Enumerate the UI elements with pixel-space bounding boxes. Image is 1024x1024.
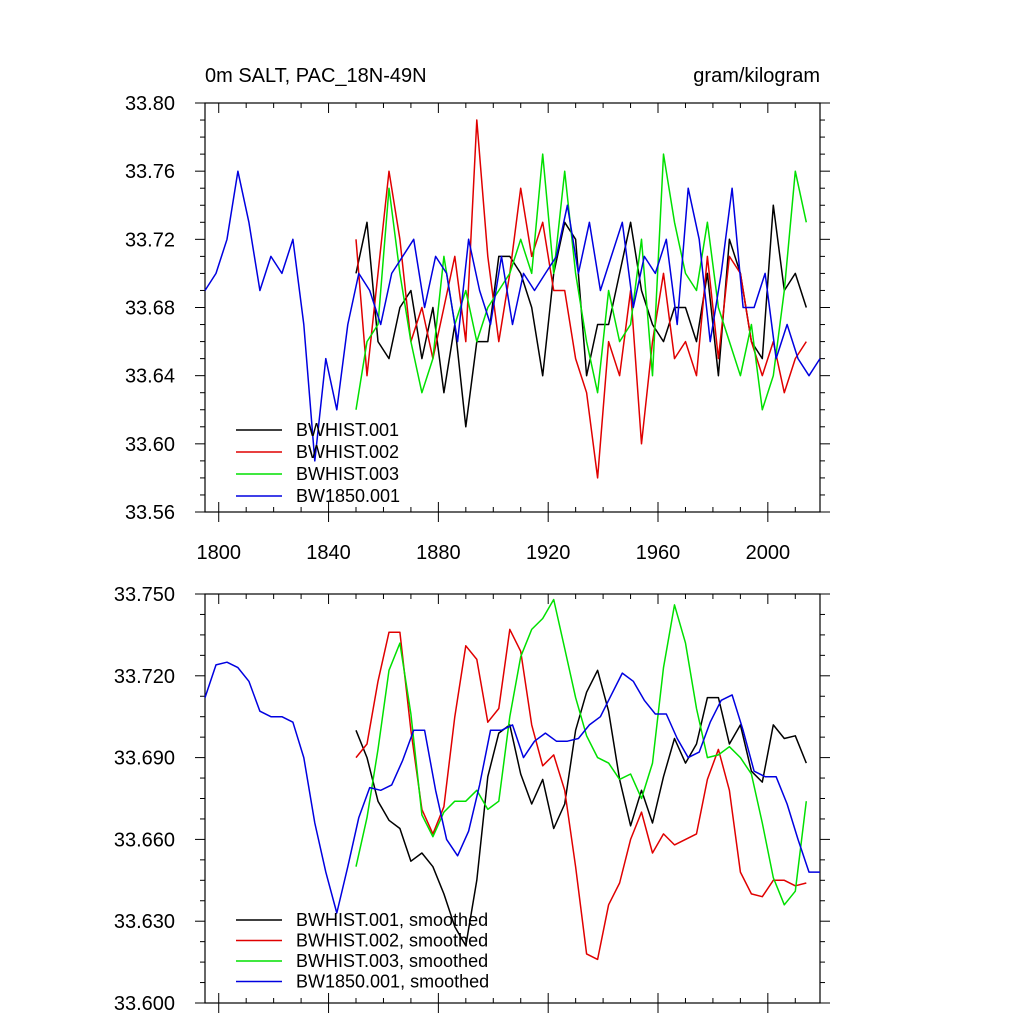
top-legend-label: BWHIST.002	[296, 442, 399, 462]
top-panel-units: gram/kilogram	[693, 65, 820, 87]
bottom-legend-label: BW1850.001, smoothed	[296, 972, 489, 992]
top-x-tick-label: 1920	[526, 542, 571, 564]
top-x-tick-label: 1840	[306, 542, 351, 564]
top-x-tick-label: 1880	[416, 542, 461, 564]
bottom-y-tick-label: 33.720	[114, 666, 175, 688]
bottom-series-line-bwhist-002	[355, 628, 807, 961]
top-series-line-bwhist-002	[355, 119, 807, 479]
bottom-y-tick-label: 33.660	[114, 829, 175, 851]
top-y-tick-label: 33.60	[125, 434, 175, 456]
bottom-legend-label: BWHIST.001, smoothed	[296, 910, 488, 930]
top-legend-label: BW1850.001	[296, 486, 400, 506]
top-y-tick-label: 33.68	[125, 298, 175, 320]
bottom-series-line-bwhist-003	[355, 598, 808, 906]
bottom-series-line-bwhist-001	[355, 669, 807, 947]
top-y-tick-label: 33.80	[125, 93, 175, 115]
bottom-legend-label: BWHIST.002, smoothed	[296, 931, 488, 951]
bottom-y-tick-label: 33.690	[114, 748, 175, 770]
top-x-tick-label: 2000	[746, 542, 791, 564]
bottom-y-tick-label: 33.600	[114, 993, 175, 1015]
top-y-tick-label: 33.72	[125, 229, 175, 251]
top-series-line-bwhist-003	[355, 153, 808, 411]
top-panel: 0m SALT, PAC_18N-49N gram/kilogram 33.56…	[125, 65, 830, 564]
top-panel-title: 0m SALT, PAC_18N-49N	[205, 65, 427, 87]
top-y-tick-label: 33.76	[125, 161, 175, 183]
bottom-y-tick-label: 33.750	[114, 584, 175, 606]
bottom-series-line-bw1850-001	[204, 661, 820, 914]
top-series-line-bw1850-001	[204, 170, 821, 462]
bottom-panel: 33.600 33.630 33.660 33.690 33.720 33.750 BWHI…	[114, 584, 830, 1015]
top-legend-label: BWHIST.001	[296, 420, 399, 440]
top-y-tick-label: 33.56	[125, 502, 175, 524]
top-x-tick-label: 1800	[196, 542, 241, 564]
top-y-tick-label: 33.64	[125, 366, 175, 388]
top-x-tick-label: 1960	[636, 542, 681, 564]
bottom-y-tick-label: 33.630	[114, 911, 175, 933]
bottom-legend-label: BWHIST.003, smoothed	[296, 951, 488, 971]
top-legend-label: BWHIST.003	[296, 464, 399, 484]
